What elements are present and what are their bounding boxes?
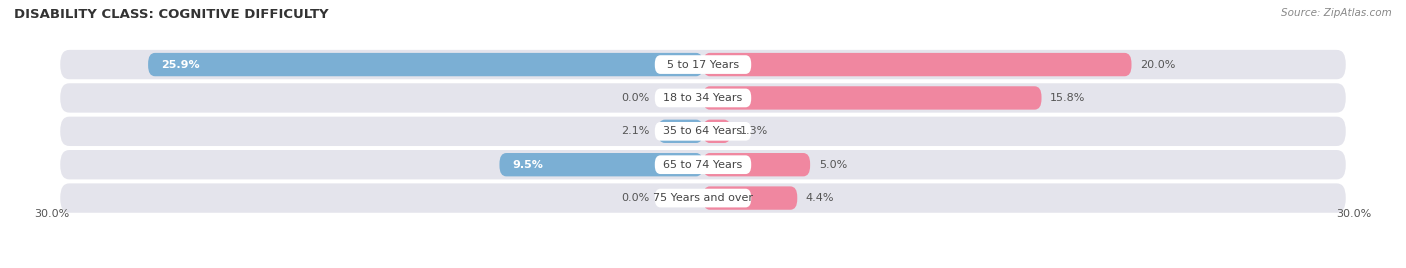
Text: 18 to 34 Years: 18 to 34 Years bbox=[664, 93, 742, 103]
FancyBboxPatch shape bbox=[703, 120, 731, 143]
FancyBboxPatch shape bbox=[703, 186, 797, 210]
Text: 5.0%: 5.0% bbox=[818, 160, 846, 170]
Text: 4.4%: 4.4% bbox=[806, 193, 834, 203]
FancyBboxPatch shape bbox=[703, 86, 1042, 110]
Text: 9.5%: 9.5% bbox=[512, 160, 543, 170]
FancyBboxPatch shape bbox=[655, 89, 751, 107]
FancyBboxPatch shape bbox=[658, 120, 703, 143]
FancyBboxPatch shape bbox=[655, 122, 751, 141]
FancyBboxPatch shape bbox=[148, 53, 703, 76]
Text: 15.8%: 15.8% bbox=[1050, 93, 1085, 103]
FancyBboxPatch shape bbox=[655, 155, 751, 174]
FancyBboxPatch shape bbox=[60, 50, 1346, 79]
FancyBboxPatch shape bbox=[60, 83, 1346, 113]
FancyBboxPatch shape bbox=[655, 189, 751, 207]
Text: DISABILITY CLASS: COGNITIVE DIFFICULTY: DISABILITY CLASS: COGNITIVE DIFFICULTY bbox=[14, 8, 329, 21]
FancyBboxPatch shape bbox=[60, 150, 1346, 179]
Text: 20.0%: 20.0% bbox=[1140, 59, 1175, 70]
FancyBboxPatch shape bbox=[703, 153, 810, 176]
Text: Source: ZipAtlas.com: Source: ZipAtlas.com bbox=[1281, 8, 1392, 18]
Text: 2.1%: 2.1% bbox=[621, 126, 650, 136]
Text: 1.3%: 1.3% bbox=[740, 126, 768, 136]
Text: 25.9%: 25.9% bbox=[160, 59, 200, 70]
FancyBboxPatch shape bbox=[499, 153, 703, 176]
Text: 0.0%: 0.0% bbox=[621, 193, 650, 203]
Text: 30.0%: 30.0% bbox=[35, 209, 70, 219]
Text: 0.0%: 0.0% bbox=[621, 93, 650, 103]
Text: 30.0%: 30.0% bbox=[1336, 209, 1371, 219]
Text: 5 to 17 Years: 5 to 17 Years bbox=[666, 59, 740, 70]
FancyBboxPatch shape bbox=[60, 117, 1346, 146]
Text: 65 to 74 Years: 65 to 74 Years bbox=[664, 160, 742, 170]
FancyBboxPatch shape bbox=[60, 183, 1346, 213]
Text: 35 to 64 Years: 35 to 64 Years bbox=[664, 126, 742, 136]
Text: 75 Years and over: 75 Years and over bbox=[652, 193, 754, 203]
FancyBboxPatch shape bbox=[655, 55, 751, 74]
FancyBboxPatch shape bbox=[703, 53, 1132, 76]
